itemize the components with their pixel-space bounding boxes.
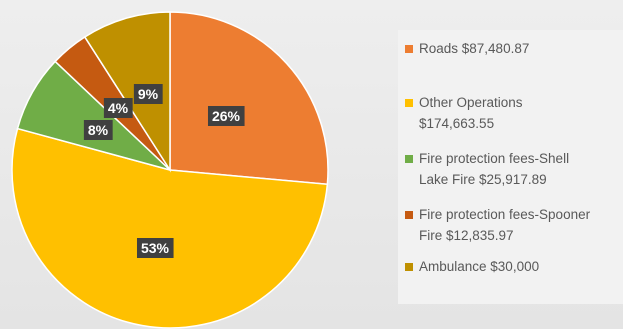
pie-slice-ambulance (83, 11, 171, 173)
data-label-fire-protection-fees-shell-lake-fire: 8% (83, 120, 113, 140)
legend-label: Fire protection fees-Shell Lake Fire $25… (419, 151, 570, 187)
legend-item-other-operations: Other Operations $174,663.55 (405, 92, 623, 134)
legend-label: Fire protection fees-Spooner Fire $12,83… (419, 207, 591, 243)
data-label-fire-protection-fees-spooner-fire: 4% (103, 98, 133, 118)
svg-text:26%: 26% (212, 108, 241, 124)
data-label-roads: 26% (207, 106, 245, 126)
legend-item-fire-protection-fees-shell-lake-fire: Fire protection fees-Shell Lake Fire $25… (405, 148, 623, 190)
data-label-box (133, 84, 163, 104)
data-label-box (207, 106, 245, 126)
svg-text:4%: 4% (108, 100, 129, 116)
legend-label: Ambulance $30,000 (419, 259, 540, 274)
legend-label: Roads $87,480.87 (419, 41, 530, 56)
legend-swatch (405, 99, 413, 107)
data-label-box (103, 98, 133, 118)
pie-slice-roads (169, 11, 329, 186)
data-label-ambulance: 9% (133, 84, 163, 104)
legend-swatch (405, 45, 413, 53)
legend-item-fire-protection-fees-spooner-fire: Fire protection fees-Spooner Fire $12,83… (405, 204, 623, 246)
legend-item-ambulance: Ambulance $30,000 (405, 256, 623, 277)
legend-swatch (405, 211, 413, 219)
legend-swatch (405, 155, 413, 163)
legend-item-roads: Roads $87,480.87 (405, 38, 623, 59)
svg-text:8%: 8% (88, 122, 109, 138)
chart-legend: Roads $87,480.87 Other Operations $174,66… (398, 30, 623, 304)
legend-label: Other Operations $174,663.55 (419, 95, 523, 131)
data-label-box (83, 120, 113, 140)
data-label-other-operations: 53% (136, 238, 174, 258)
svg-text:53%: 53% (141, 240, 170, 256)
pie-slice-other-operations (11, 127, 329, 329)
data-label-box (136, 238, 174, 258)
legend-swatch (405, 263, 413, 271)
svg-text:9%: 9% (138, 86, 159, 102)
